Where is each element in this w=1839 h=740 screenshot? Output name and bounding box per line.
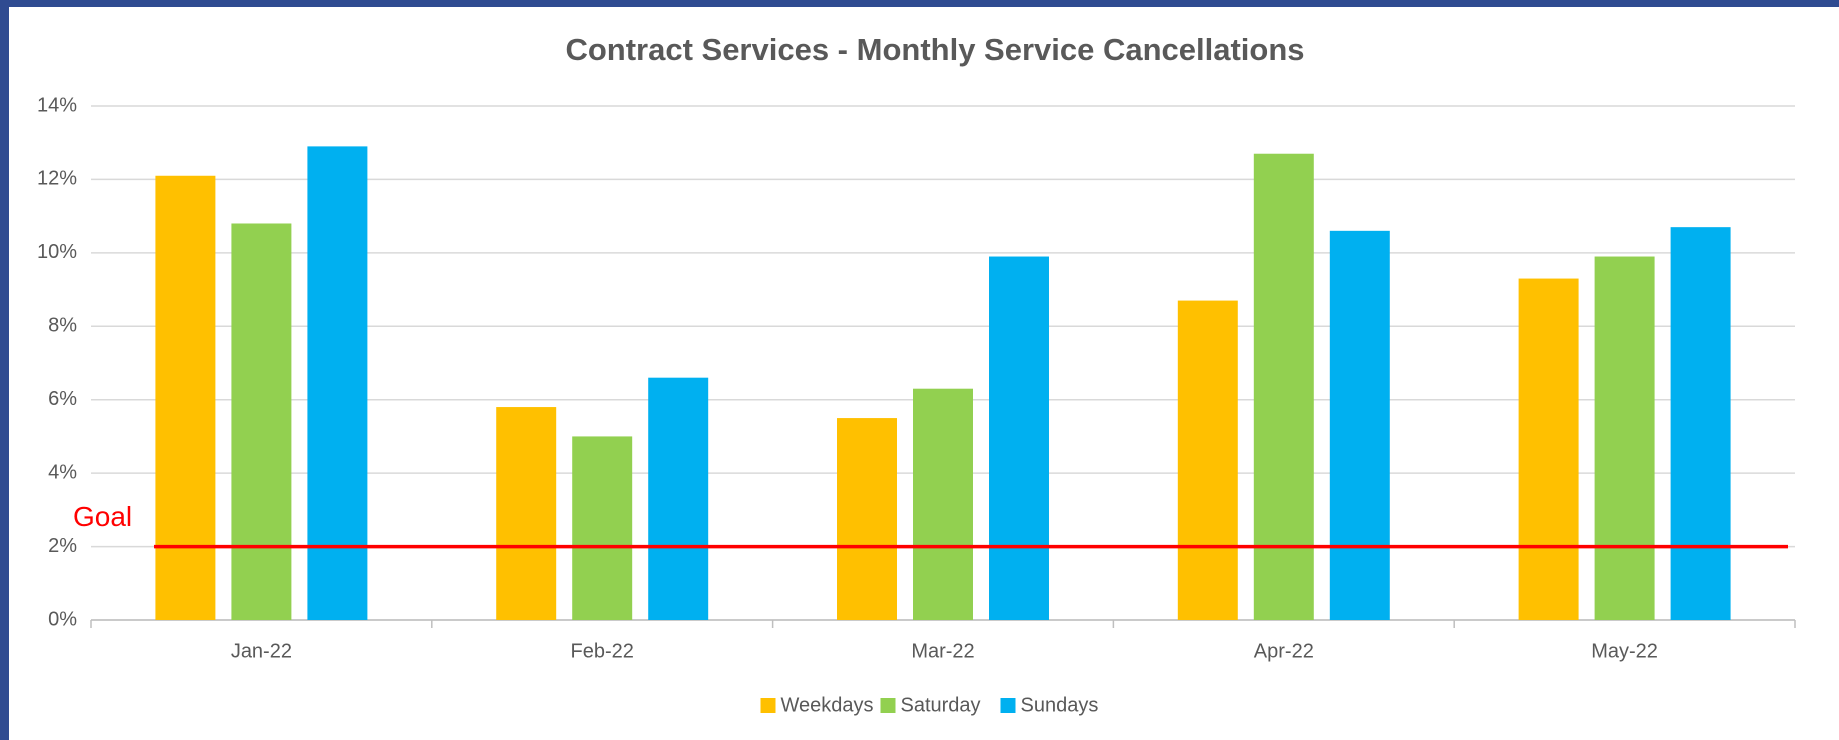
bar <box>307 146 368 620</box>
legend-swatch <box>880 698 896 713</box>
y-tick-label: 2% <box>48 535 77 557</box>
legend-label: Weekdays <box>781 694 874 716</box>
x-tick-label: Apr-22 <box>1254 640 1314 662</box>
bar <box>1594 256 1655 620</box>
bar <box>1329 230 1390 621</box>
chart-title: Contract Services - Monthly Service Canc… <box>565 32 1304 67</box>
y-tick-label: 10% <box>37 241 77 263</box>
bar <box>572 436 633 620</box>
bar <box>231 223 292 620</box>
x-tick-label: Feb-22 <box>571 640 634 662</box>
y-tick-label: 0% <box>48 608 77 630</box>
y-tick-label: 4% <box>48 461 77 483</box>
bar <box>989 256 1049 620</box>
y-tick-label: 6% <box>48 388 77 410</box>
chart: Contract Services - Monthly Service Canc… <box>9 7 1839 740</box>
bar <box>913 388 973 620</box>
bar <box>837 418 897 620</box>
bar <box>1518 278 1579 620</box>
legend-label: Saturday <box>901 694 981 716</box>
bar <box>648 377 709 620</box>
legend-swatch <box>1000 698 1016 713</box>
y-tick-label: 12% <box>37 168 77 190</box>
bar <box>496 407 557 620</box>
legend-label: Sundays <box>1021 694 1099 716</box>
x-tick-label: Jan-22 <box>231 640 292 662</box>
goal-label: Goal <box>73 501 132 532</box>
x-tick-label: Mar-22 <box>911 640 974 662</box>
legend-swatch <box>760 698 776 713</box>
bar <box>155 175 216 620</box>
bar <box>1670 227 1731 620</box>
x-tick-label: May-22 <box>1591 640 1658 662</box>
y-tick-label: 14% <box>37 94 77 116</box>
y-tick-label: 8% <box>48 315 77 337</box>
bar <box>1177 300 1238 620</box>
bar <box>1253 153 1314 620</box>
